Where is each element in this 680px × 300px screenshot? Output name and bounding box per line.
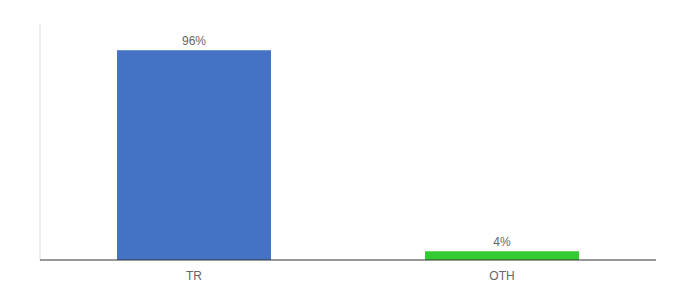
x-tick-labels: TR OTH [186,269,515,283]
bar [425,251,579,260]
chart-svg: 96% 4% TR OTH [0,0,680,300]
x-tick-label: TR [186,269,202,283]
page: {"chart_data": {"type": "bar", "categori… [0,0,680,300]
data-label: 96% [182,34,206,48]
x-tick-label: OTH [489,269,514,283]
chart-container: 96% 4% TR OTH [0,0,680,300]
bar [117,50,271,260]
data-labels: 96% 4% [182,34,511,249]
x-axis [40,260,656,261]
bars [117,50,579,260]
y-axis-line [40,24,41,260]
data-label: 4% [493,235,511,249]
